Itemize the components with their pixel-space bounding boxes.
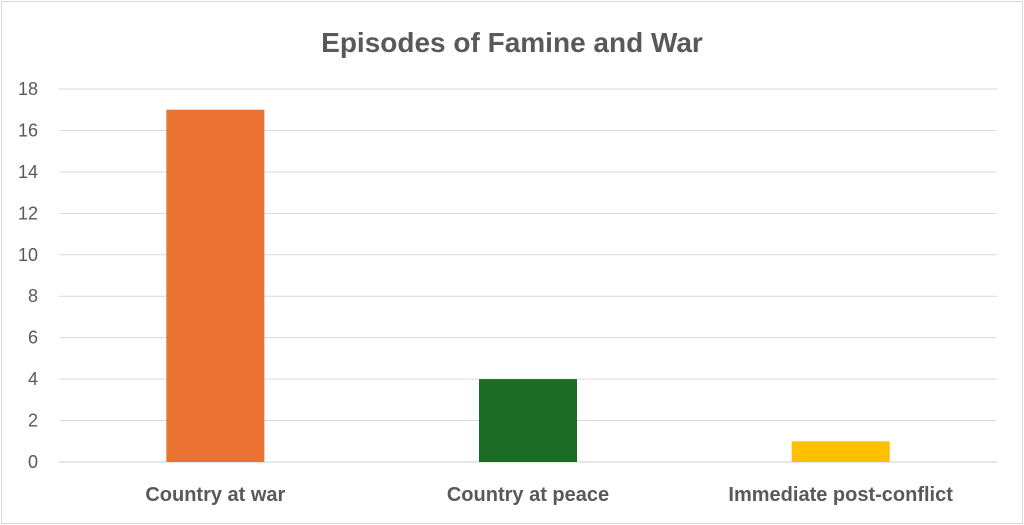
bar (166, 109, 265, 462)
x-axis-ticks: Country at war Country at peace Immediate … (145, 484, 953, 506)
bar (479, 379, 577, 462)
y-tick-label: 14 (18, 162, 38, 182)
chart-title: Episodes of Famine and War (321, 27, 703, 58)
y-tick-label: 2 (28, 411, 38, 431)
x-tick-label: Immediate post-conflict (728, 484, 953, 506)
x-tick-label: Country at war (145, 484, 285, 506)
y-tick-label: 8 (28, 286, 38, 306)
y-tick-label: 18 (18, 79, 38, 99)
y-tick-label: 16 (18, 120, 38, 140)
x-tick-label: Country at peace (447, 484, 609, 506)
y-tick-label: 12 (18, 203, 38, 223)
bars (166, 109, 890, 462)
y-tick-label: 10 (18, 245, 38, 265)
y-axis-ticks: 0 2 4 6 8 10 12 14 16 18 (18, 79, 38, 472)
y-tick-label: 0 (28, 452, 38, 472)
bar (791, 441, 890, 462)
y-tick-label: 4 (28, 369, 38, 389)
y-tick-label: 6 (28, 328, 38, 348)
